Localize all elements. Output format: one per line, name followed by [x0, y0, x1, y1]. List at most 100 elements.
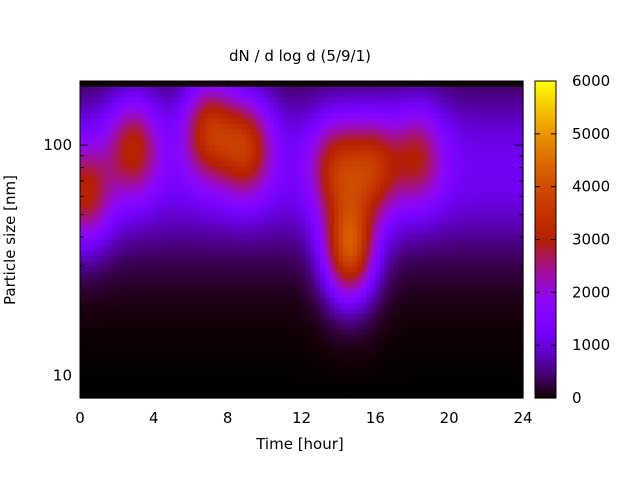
heatmap-cell: [103, 334, 109, 341]
heatmap-cell: [103, 228, 109, 235]
heatmap-cell: [407, 276, 413, 283]
heatmap-cell: [329, 371, 335, 378]
heatmap-cell: [80, 123, 86, 130]
heatmap-cell: [458, 176, 464, 182]
heatmap-cell: [412, 128, 418, 135]
heatmap-cell: [384, 133, 390, 140]
heatmap-cell: [93, 276, 100, 283]
heatmap-cell: [213, 149, 220, 156]
heatmap-cell: [356, 271, 363, 278]
heatmap-cell: [310, 91, 316, 98]
heatmap-cell: [112, 361, 118, 367]
heatmap-cell: [246, 202, 252, 209]
heatmap-cell: [218, 250, 224, 256]
heatmap-cell: [315, 170, 321, 177]
heatmap-cell: [181, 176, 187, 182]
heatmap-cell: [338, 123, 344, 130]
heatmap-cell: [167, 371, 173, 378]
heatmap-cell: [324, 350, 330, 357]
heatmap-cell: [315, 202, 321, 209]
heatmap-cell: [292, 102, 298, 109]
heatmap-cell: [283, 160, 289, 167]
heatmap-cell: [379, 191, 386, 198]
heatmap-cell: [223, 144, 229, 151]
heatmap-cell: [379, 181, 386, 188]
heatmap-cell: [241, 218, 247, 225]
heatmap-cell: [333, 276, 340, 283]
heatmap-cell: [264, 234, 270, 241]
heatmap-cell: [292, 191, 298, 198]
heatmap-cell: [163, 160, 169, 167]
heatmap-cell: [80, 117, 86, 124]
heatmap-cell: [343, 339, 349, 346]
heatmap-cell: [329, 191, 335, 198]
heatmap-cell: [296, 244, 303, 251]
heatmap-cell: [296, 186, 303, 193]
heatmap-cell: [273, 260, 280, 267]
heatmap-cell: [190, 213, 196, 219]
heatmap-cell: [213, 350, 220, 357]
heatmap-cell: [107, 202, 113, 209]
heatmap-cell: [435, 271, 441, 278]
heatmap-cell: [269, 350, 275, 357]
heatmap-cell: [209, 313, 215, 320]
heatmap-cell: [416, 313, 423, 320]
heatmap-cell: [421, 176, 427, 182]
heatmap-cell: [255, 345, 261, 352]
heatmap-cell: [426, 392, 432, 399]
heatmap-cell: [439, 181, 446, 188]
heatmap-cell: [333, 81, 340, 87]
heatmap-cell: [301, 297, 307, 304]
heatmap-cell: [426, 313, 432, 320]
heatmap-cell: [449, 81, 455, 87]
heatmap-cell: [407, 102, 413, 109]
heatmap-cell: [199, 244, 206, 251]
heatmap-cell: [426, 117, 432, 124]
heatmap-cell: [139, 144, 146, 151]
heatmap-cell: [246, 107, 252, 114]
heatmap-cell: [310, 165, 316, 172]
heatmap-cell: [430, 297, 436, 304]
heatmap-cell: [444, 112, 450, 119]
heatmap-cell: [181, 376, 187, 383]
heatmap-cell: [370, 387, 376, 394]
heatmap-cell: [84, 345, 90, 352]
heatmap-cell: [89, 329, 95, 336]
heatmap-cell: [190, 144, 196, 151]
heatmap-cell: [103, 281, 109, 288]
heatmap-cell: [435, 117, 441, 124]
heatmap-cell: [232, 318, 238, 325]
heatmap-cell: [393, 96, 399, 103]
heatmap-cell: [329, 382, 335, 389]
heatmap-cell: [319, 234, 326, 241]
heatmap-cell: [319, 376, 326, 383]
heatmap-cell: [449, 297, 455, 304]
heatmap-cell: [384, 186, 390, 193]
heatmap-cell: [218, 149, 224, 156]
heatmap-cell: [319, 149, 326, 156]
heatmap-cell: [329, 361, 335, 367]
heatmap-cell: [223, 223, 229, 230]
heatmap-cell: [246, 255, 252, 262]
heatmap-cell: [403, 250, 409, 256]
heatmap-cell: [204, 96, 210, 103]
heatmap-cell: [306, 207, 312, 214]
heatmap-cell: [444, 207, 450, 214]
heatmap-cell: [144, 387, 150, 394]
heatmap-cell: [149, 260, 155, 267]
heatmap-cell: [227, 154, 233, 161]
heatmap-cell: [398, 154, 404, 161]
heatmap-cell: [209, 228, 215, 235]
heatmap-cell: [315, 366, 321, 373]
heatmap-cell: [255, 281, 261, 288]
heatmap-cell: [343, 191, 349, 198]
heatmap-cell: [426, 271, 432, 278]
heatmap-cell: [255, 334, 261, 341]
heatmap-cell: [430, 207, 436, 214]
heatmap-cell: [379, 271, 386, 278]
heatmap-cell: [195, 308, 201, 315]
heatmap-cell: [107, 339, 113, 346]
heatmap-cell: [324, 207, 330, 214]
heatmap-cell: [449, 339, 455, 346]
heatmap-cell: [453, 102, 459, 109]
